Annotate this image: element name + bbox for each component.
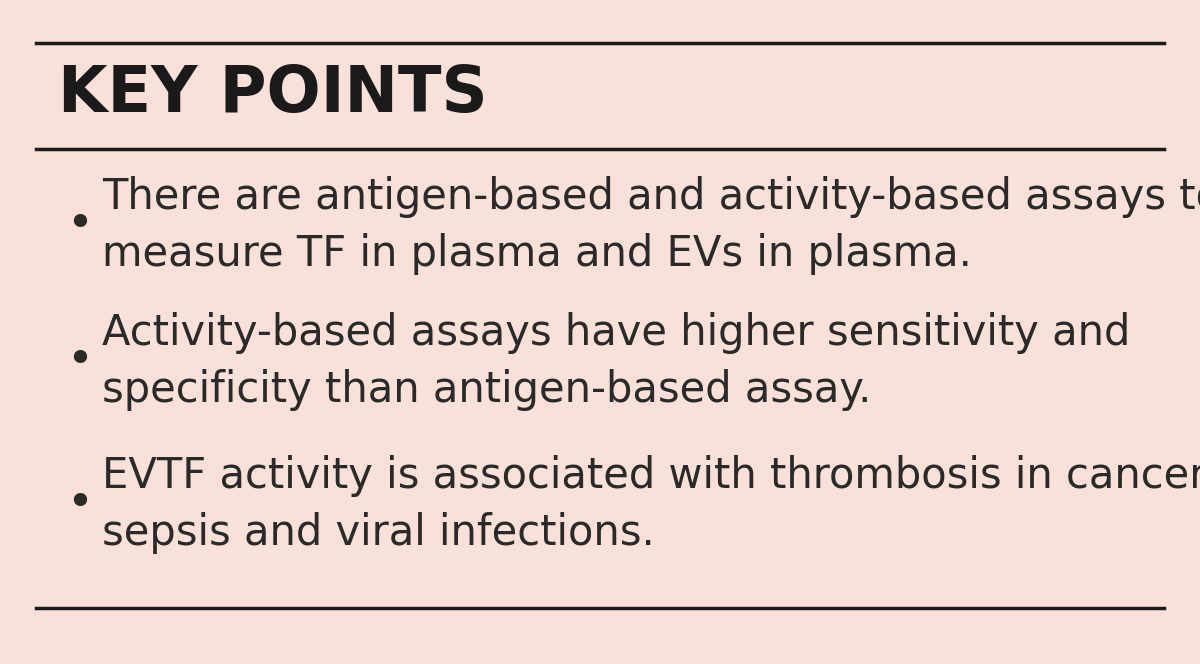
Text: EVTF activity is associated with thrombosis in cancer,
sepsis and viral infectio: EVTF activity is associated with thrombo… — [102, 456, 1200, 554]
Text: •: • — [66, 482, 94, 527]
Text: Activity-based assays have higher sensitivity and
specificity than antigen-based: Activity-based assays have higher sensit… — [102, 313, 1130, 411]
Text: KEY POINTS: KEY POINTS — [58, 63, 487, 125]
Text: •: • — [66, 339, 94, 384]
Text: •: • — [66, 203, 94, 248]
Text: There are antigen-based and activity-based assays to
measure TF in plasma and EV: There are antigen-based and activity-bas… — [102, 177, 1200, 275]
